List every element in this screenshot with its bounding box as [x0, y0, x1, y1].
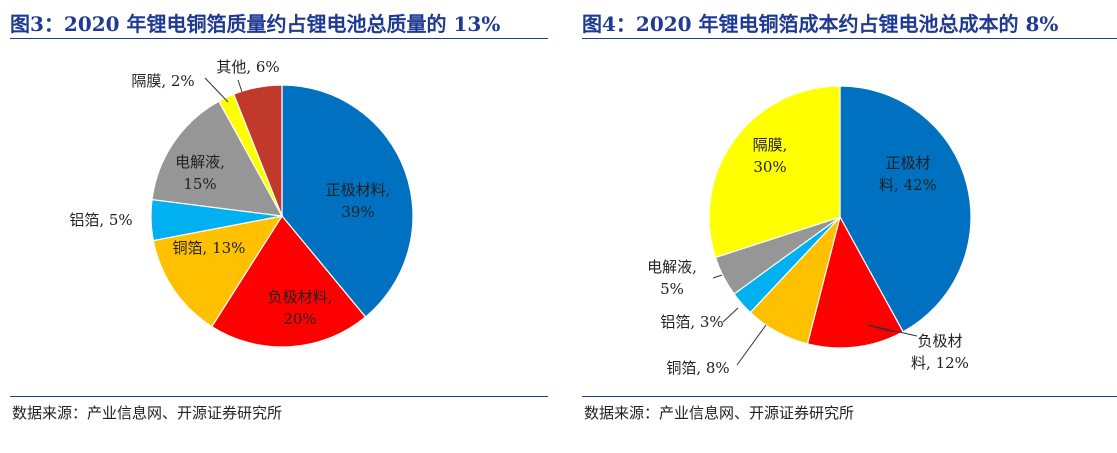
slice-label-1: 负极材料, 20% — [268, 288, 333, 328]
pie-slice-6 — [233, 84, 283, 217]
pie-chart-mass: 正极材料, 39% 负极材料, 20% 铜箔, 13% 铝箔, 5% 电解液, 15% 隔膜, … — [69, 58, 414, 348]
source-rule — [10, 396, 548, 397]
leader-line-4 — [712, 274, 723, 279]
slice-label-5: 隔膜, 2% — [131, 72, 194, 90]
slice-label-3: 铝箔, 5% — [69, 211, 132, 229]
source-note: 数据来源：产业信息网、开源证券研究所 — [12, 404, 283, 422]
slice-label-4: 电解液, 5% — [647, 258, 697, 298]
chart-panel-left: 图3：2020 年锂电铜箔质量约占锂电池总质量的 13% 正极材料, 39% 负极材… — [0, 0, 548, 453]
source-rule — [582, 396, 1117, 397]
title-rule — [582, 38, 1117, 39]
pie-chart-cost: 正极材料, 42% 负极材料, 12% 铜箔, 8% 铝箔, 3% 电解液, 5% 隔膜, 3… — [647, 85, 972, 377]
chart-panel-right: 图4：2020 年锂电铜箔成本约占锂电池总成本的 8% 正极材料, 42% 负极材… — [572, 0, 1117, 453]
leader-line-2 — [736, 324, 767, 366]
leader-line-6 — [237, 79, 243, 93]
pie-slice-4 — [151, 100, 284, 217]
source-note: 数据来源：产业信息网、开源证券研究所 — [584, 404, 855, 422]
slice-label-2: 铜箔, 13% — [173, 239, 246, 257]
pie-slice-2 — [152, 215, 284, 328]
slice-label-0: 正极材料, 39% — [326, 181, 391, 221]
pie-slice-0 — [839, 85, 972, 333]
slice-label-0: 正极材料, 42% — [879, 154, 937, 194]
leader-line-5 — [204, 77, 229, 103]
slice-label-3: 铝箔, 3% — [660, 313, 723, 331]
pie-slice-1 — [806, 215, 904, 349]
pie-slice-0 — [281, 84, 414, 318]
chart-title: 图3：2020 年锂电铜箔质量约占锂电池总质量的 13% — [10, 12, 501, 36]
slice-label-2: 铜箔, 8% — [666, 359, 729, 377]
leader-line-1 — [867, 324, 918, 337]
pie-slice-1 — [210, 214, 367, 348]
slice-label-4: 电解液, 15% — [175, 153, 225, 193]
title-rule — [10, 38, 548, 39]
pie-slice-5 — [708, 85, 841, 259]
slice-label-6: 其他, 6% — [216, 58, 279, 76]
chart-title: 图4：2020 年锂电铜箔成本约占锂电池总成本的 8% — [582, 12, 1059, 36]
slice-label-5: 隔膜, 30% — [753, 136, 788, 176]
slice-label-1: 负极材料, 12% — [911, 332, 969, 372]
leader-line-3 — [722, 307, 739, 323]
